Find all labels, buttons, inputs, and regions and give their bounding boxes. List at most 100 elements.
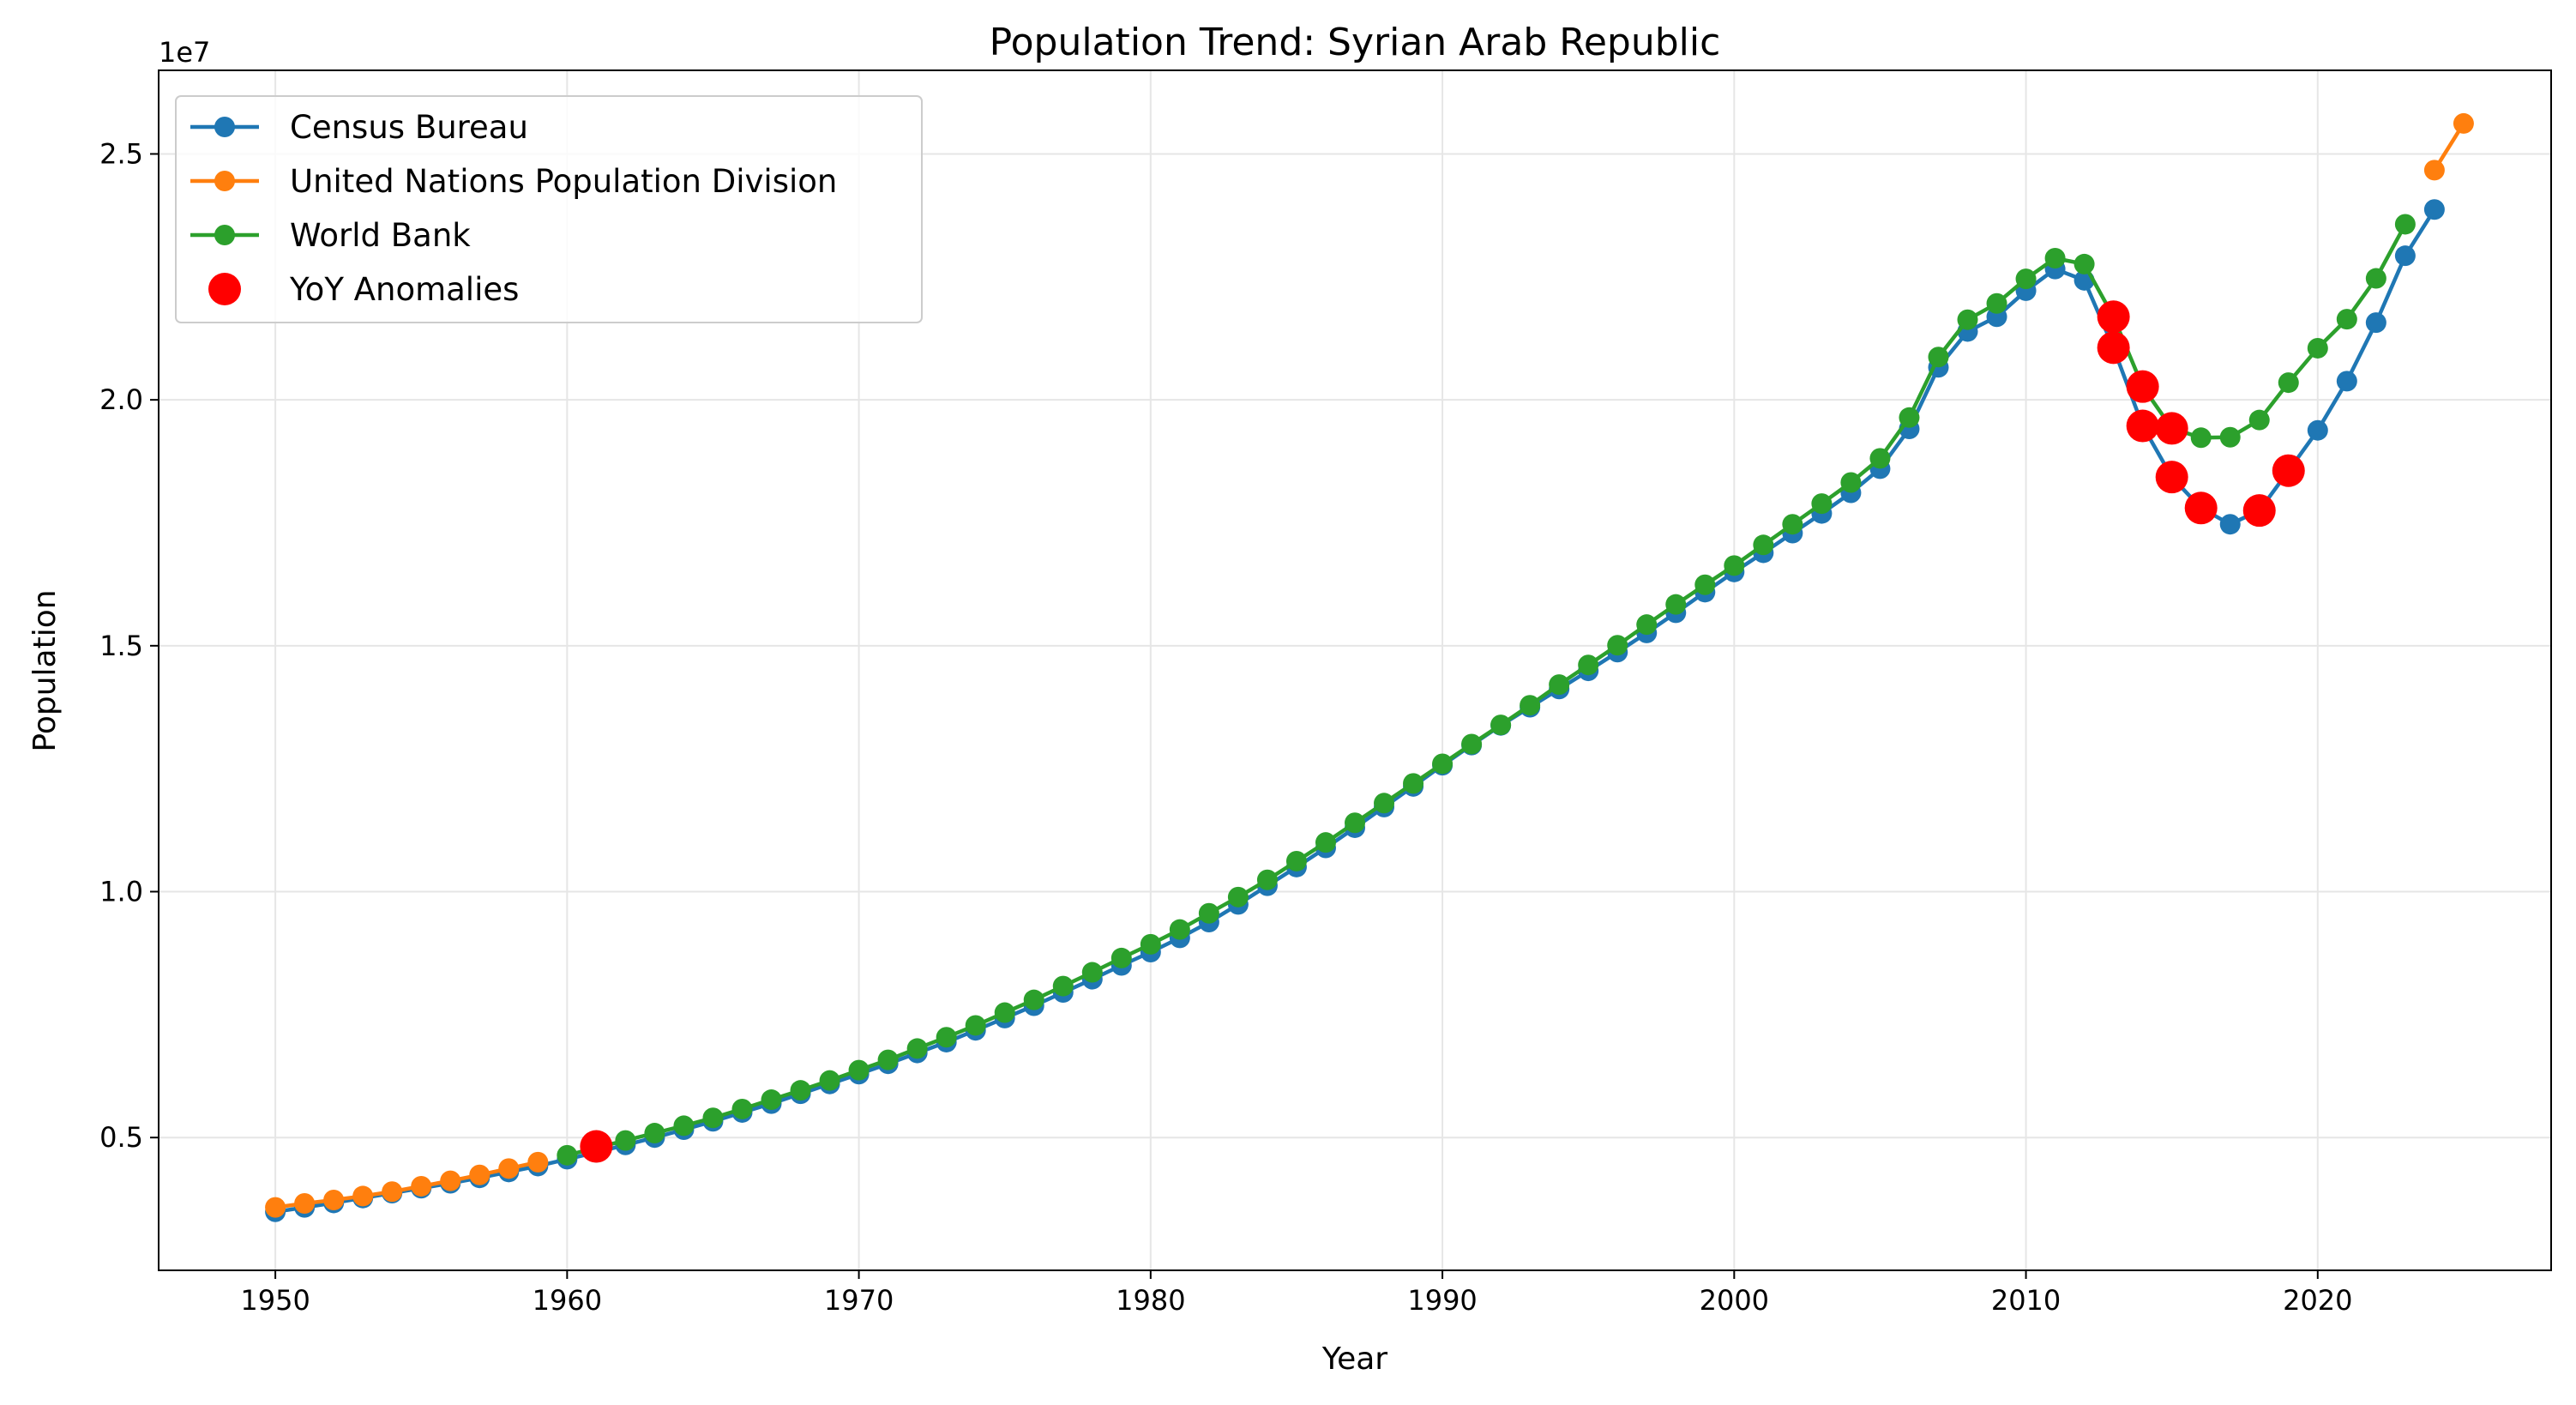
data-point	[848, 1059, 870, 1081]
data-point	[877, 1049, 899, 1070]
data-point	[1753, 534, 1774, 556]
data-point	[1694, 574, 1716, 595]
data-point	[1899, 407, 1920, 428]
legend-item-world-bank: World Bank	[190, 217, 471, 254]
data-point	[1840, 472, 1862, 493]
data-point	[2044, 248, 2066, 269]
data-point	[469, 1164, 491, 1185]
data-point	[1461, 733, 1483, 755]
data-point	[1724, 555, 1745, 576]
y-tick-label: 0.5	[99, 1121, 143, 1154]
data-point	[382, 1181, 403, 1203]
data-point	[1227, 886, 1249, 908]
data-point	[557, 1144, 578, 1166]
data-point	[1811, 493, 1833, 515]
legend-item-yoy-anomalies: YoY Anomalies	[208, 271, 519, 308]
anomaly-point	[580, 1130, 613, 1163]
series-line	[566, 223, 2407, 1157]
data-point	[731, 1098, 753, 1119]
data-point	[2190, 427, 2212, 449]
data-point	[702, 1107, 724, 1129]
x-tick-label: 2020	[2283, 1284, 2352, 1317]
data-point	[790, 1080, 811, 1101]
data-point	[1169, 919, 1190, 940]
legend: Census Bureau United Nations Population D…	[175, 95, 923, 323]
legend-marker	[214, 171, 235, 191]
legend-label: YoY Anomalies	[289, 271, 519, 308]
data-point	[1315, 832, 1336, 853]
data-point	[994, 1002, 1015, 1023]
data-point	[352, 1185, 374, 1207]
data-point	[440, 1170, 461, 1191]
data-point	[644, 1123, 665, 1144]
data-point	[1140, 933, 1161, 955]
x-tick-label: 1980	[1116, 1284, 1185, 1317]
data-point	[673, 1115, 695, 1137]
x-axis-label: Year	[1321, 1342, 1387, 1377]
y-offset-label: 1e7	[159, 36, 210, 69]
data-point	[2423, 160, 2445, 181]
data-point	[2307, 419, 2328, 441]
legend-marker	[208, 273, 241, 305]
anomaly-point	[2097, 331, 2130, 365]
anomaly-point	[2126, 370, 2159, 403]
chart-title: Population Trend: Syrian Arab Republic	[990, 21, 1721, 64]
data-point	[527, 1151, 549, 1173]
legend-label: Census Bureau	[290, 109, 528, 146]
data-point	[2336, 371, 2357, 392]
data-point	[1081, 962, 1103, 983]
data-point	[1285, 850, 1307, 871]
data-point	[1986, 292, 2007, 314]
anomaly-point	[2126, 409, 2159, 443]
data-point	[1490, 715, 1512, 736]
data-point	[1578, 654, 1599, 676]
data-point	[411, 1175, 432, 1197]
data-point	[2365, 268, 2386, 289]
data-point	[2219, 514, 2241, 535]
anomaly-point	[2155, 412, 2188, 445]
data-point	[1520, 695, 1541, 716]
data-point	[498, 1158, 520, 1179]
data-point	[323, 1190, 345, 1211]
anomaly-point	[2155, 461, 2188, 494]
data-point	[2015, 268, 2037, 290]
anomaly-point	[2184, 491, 2218, 525]
anomaly-point	[2097, 300, 2130, 334]
legend-label: United Nations Population Division	[290, 163, 837, 200]
legend-label: World Bank	[290, 217, 471, 254]
data-point	[1549, 674, 1570, 696]
data-point	[2073, 253, 2095, 274]
data-point	[1928, 347, 1949, 368]
data-point	[1957, 309, 1978, 330]
legend-item-united-nations-population-division: United Nations Population Division	[190, 163, 837, 200]
data-point	[2394, 214, 2416, 235]
legend-item-census-bureau: Census Bureau	[190, 109, 528, 146]
y-axis-ticks: 0.5 1.0 1.5 2.0 2.5	[99, 137, 159, 1154]
data-point	[965, 1015, 986, 1036]
x-axis-ticks: 1950 1960 1970 1980 1990 2000 2010 2020	[240, 1270, 2353, 1317]
data-point	[1374, 793, 1395, 814]
legend-box	[175, 95, 923, 323]
data-point	[906, 1038, 928, 1059]
data-point	[2219, 426, 2241, 448]
series-layer	[265, 112, 2474, 1222]
data-point	[2307, 337, 2328, 359]
data-point	[936, 1027, 957, 1048]
series-world-bank	[557, 214, 2416, 1166]
y-tick-label: 2.0	[99, 383, 143, 416]
data-point	[1023, 989, 1044, 1010]
data-point	[1432, 753, 1454, 775]
data-point	[1256, 869, 1278, 890]
y-tick-label: 1.5	[99, 630, 143, 662]
plot-frame	[158, 69, 2552, 1271]
series-yoy-anomalies	[580, 300, 2305, 1163]
data-point	[1403, 773, 1424, 794]
legend-marker	[214, 117, 235, 137]
data-point	[1198, 902, 1219, 924]
x-tick-label: 1970	[824, 1284, 894, 1317]
data-point	[2248, 409, 2270, 431]
data-point	[2278, 372, 2299, 394]
data-point	[761, 1089, 782, 1111]
data-point	[1110, 947, 1132, 968]
